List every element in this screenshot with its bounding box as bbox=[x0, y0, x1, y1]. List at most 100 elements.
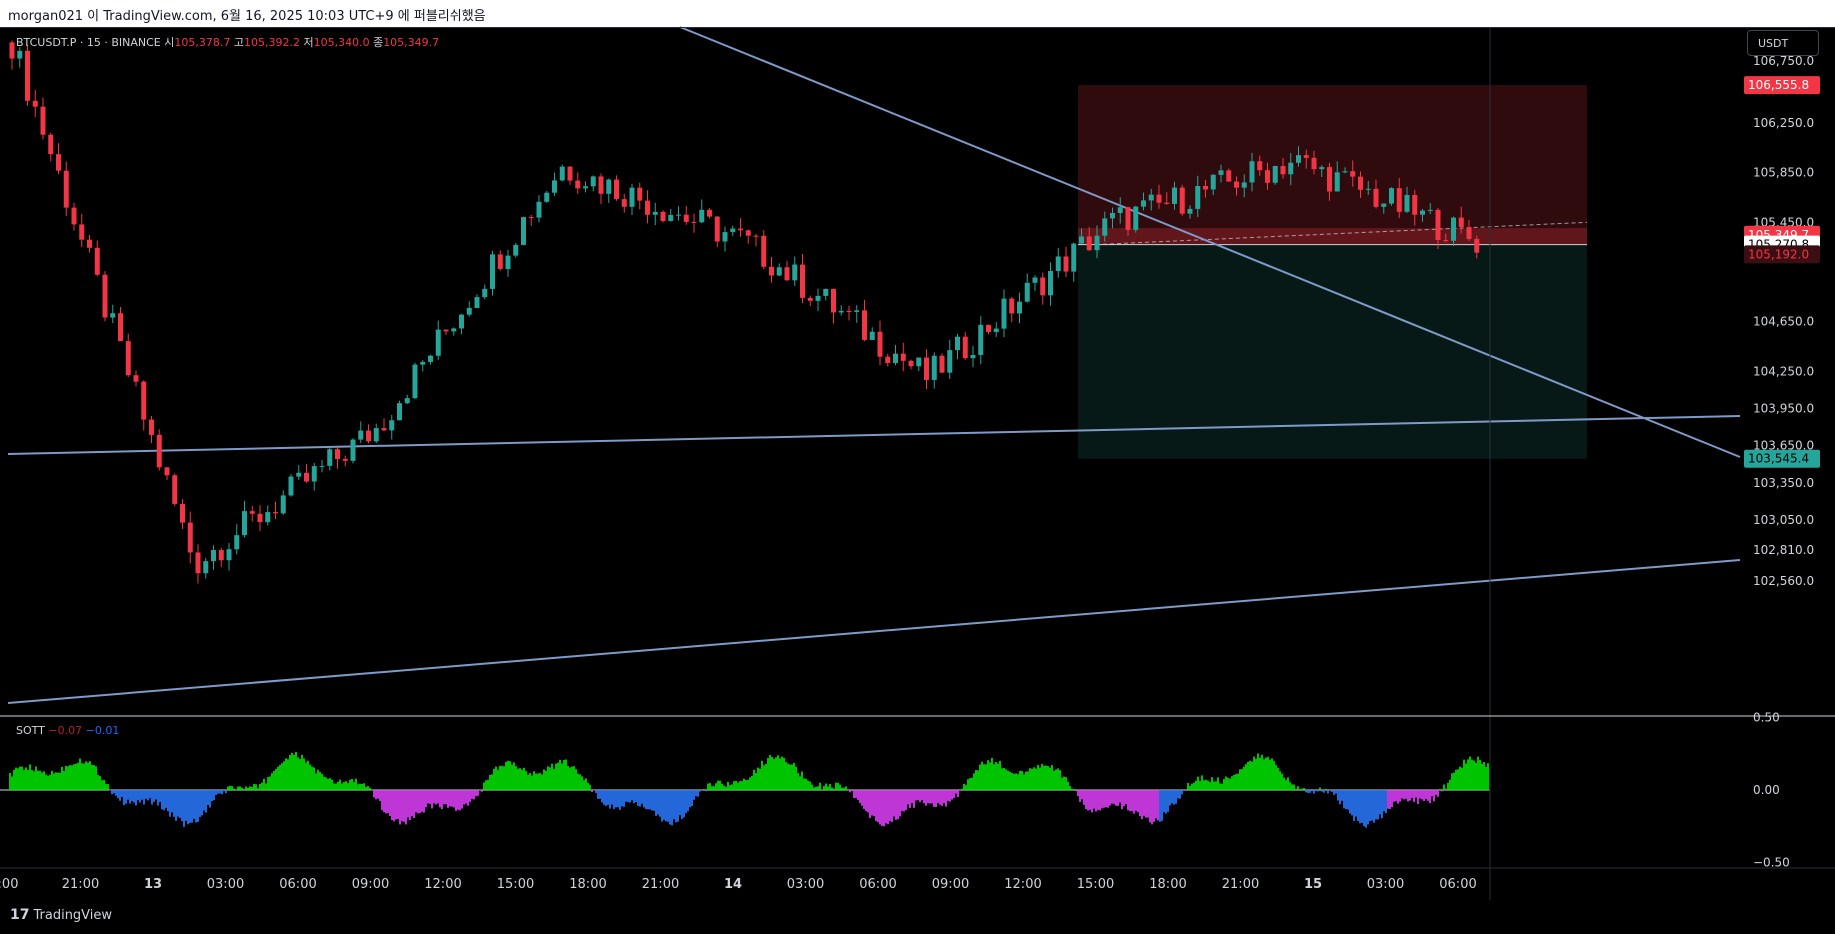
candle-body bbox=[699, 209, 705, 223]
candle-body bbox=[1466, 226, 1472, 239]
candle-body bbox=[1187, 208, 1193, 214]
time-tick-label: 06:00 bbox=[1439, 877, 1476, 892]
candle-body bbox=[908, 360, 914, 367]
candle-body bbox=[1195, 186, 1201, 209]
time-tick-label: 03:00 bbox=[1367, 877, 1404, 892]
candle-body bbox=[722, 232, 728, 242]
indicator-value-2: −0.01 bbox=[85, 724, 120, 737]
candle-body bbox=[575, 180, 581, 189]
candle-body bbox=[1218, 170, 1224, 175]
candle-body bbox=[420, 361, 426, 365]
time-tick-label: :00 bbox=[0, 877, 18, 892]
candle-body bbox=[451, 328, 457, 332]
candle-body bbox=[249, 511, 255, 514]
candle-body bbox=[559, 166, 565, 181]
candle-body bbox=[304, 472, 309, 482]
candle-body bbox=[280, 495, 286, 514]
candle-body bbox=[1420, 210, 1425, 215]
candle-body bbox=[823, 288, 829, 296]
time-tick-label: 15:00 bbox=[497, 877, 534, 892]
target-zone bbox=[1078, 244, 1587, 459]
candle-body bbox=[1458, 217, 1464, 227]
candle-body bbox=[877, 331, 883, 357]
candle-body bbox=[668, 214, 674, 221]
currency-button[interactable]: USDT bbox=[1747, 30, 1819, 56]
candle-body bbox=[1179, 187, 1185, 214]
time-tick-label: 12:00 bbox=[424, 877, 461, 892]
candle-body bbox=[1001, 298, 1007, 329]
candle-body bbox=[110, 313, 116, 318]
candle-body bbox=[753, 235, 759, 237]
candle-body bbox=[40, 106, 46, 135]
candle-body bbox=[652, 211, 658, 215]
axes: 106,750.0106,250.0105,850.0105,450.0104,… bbox=[0, 27, 1835, 900]
candle-body bbox=[1032, 277, 1038, 283]
candle-body bbox=[1226, 170, 1232, 182]
candle-body bbox=[745, 230, 751, 236]
candle-body bbox=[32, 100, 38, 107]
indicator-name[interactable]: SOTT bbox=[16, 724, 45, 737]
candle-body bbox=[815, 295, 821, 301]
candle-body bbox=[714, 216, 720, 242]
top-border bbox=[0, 27, 1835, 28]
candle-body bbox=[1311, 157, 1317, 170]
time-tick-label: 15:00 bbox=[1077, 877, 1114, 892]
candle-body bbox=[683, 214, 689, 222]
candle-body bbox=[1427, 209, 1433, 211]
candle-body bbox=[1435, 209, 1441, 240]
candle-body bbox=[637, 187, 643, 201]
osc-tick-label: 0.50 bbox=[1753, 711, 1780, 725]
high-value: 105,392.2 bbox=[243, 36, 300, 49]
candle-body bbox=[1086, 236, 1092, 251]
trendline bbox=[679, 26, 1741, 458]
candle-body bbox=[1443, 239, 1449, 241]
candle-body bbox=[1102, 218, 1108, 236]
candle-body bbox=[660, 211, 666, 221]
candle-body bbox=[962, 336, 968, 359]
candle-body bbox=[172, 475, 178, 504]
candle-body bbox=[1373, 188, 1379, 207]
candle-body bbox=[311, 466, 317, 482]
symbol-legend: BTCUSDT.P · 15 · BINANCE 시105,378.7 고105… bbox=[16, 34, 439, 50]
candle-body bbox=[327, 449, 333, 466]
candle-body bbox=[621, 199, 627, 207]
time-tick-label: 18:00 bbox=[1149, 877, 1186, 892]
candle-body bbox=[1133, 206, 1139, 230]
close-value: 105,349.7 bbox=[383, 36, 440, 49]
tradingview-logo[interactable]: 𝟭𝟳 TradingView bbox=[10, 907, 112, 923]
candle-body bbox=[226, 549, 232, 561]
candle-body bbox=[1203, 186, 1208, 190]
candle-body bbox=[164, 467, 170, 476]
candle-body bbox=[1342, 171, 1348, 173]
candle-body bbox=[528, 217, 534, 219]
candle-body bbox=[242, 511, 247, 536]
trendlines bbox=[7, 26, 1741, 704]
candle-body bbox=[947, 350, 953, 373]
candle-body bbox=[1110, 212, 1115, 219]
price-tick-label: 106,250.0 bbox=[1753, 116, 1814, 130]
symbol-name[interactable]: BTCUSDT.P · 15 · BINANCE bbox=[16, 36, 161, 49]
price-label-bg bbox=[1744, 449, 1820, 468]
price-tick-label: 103,650.0 bbox=[1753, 439, 1814, 453]
candle-body bbox=[102, 274, 108, 318]
candle-body bbox=[56, 154, 61, 171]
open-label: 시 bbox=[164, 36, 175, 49]
indicator-legend: SOTT −0.07 −0.01 bbox=[16, 724, 119, 737]
candle-body bbox=[203, 561, 209, 574]
candle-body bbox=[1079, 236, 1084, 244]
price-tick-label: 105,850.0 bbox=[1753, 166, 1814, 180]
candle-body bbox=[544, 192, 550, 202]
candle-body bbox=[854, 310, 860, 312]
candle-body bbox=[1241, 182, 1247, 188]
price-label-bg bbox=[1744, 76, 1820, 95]
candle-body bbox=[296, 472, 302, 477]
publish-bar: morgan021 이 TradingView.com, 6월 16, 2025… bbox=[0, 0, 1835, 27]
candle-body bbox=[707, 209, 712, 217]
candle-body bbox=[1009, 298, 1015, 314]
candle-body bbox=[1024, 282, 1030, 302]
price-tick-label: 102,810.0 bbox=[1753, 543, 1814, 557]
candle-body bbox=[180, 503, 185, 523]
candle-body bbox=[94, 247, 100, 275]
time-tick-label: 13 bbox=[144, 877, 162, 892]
